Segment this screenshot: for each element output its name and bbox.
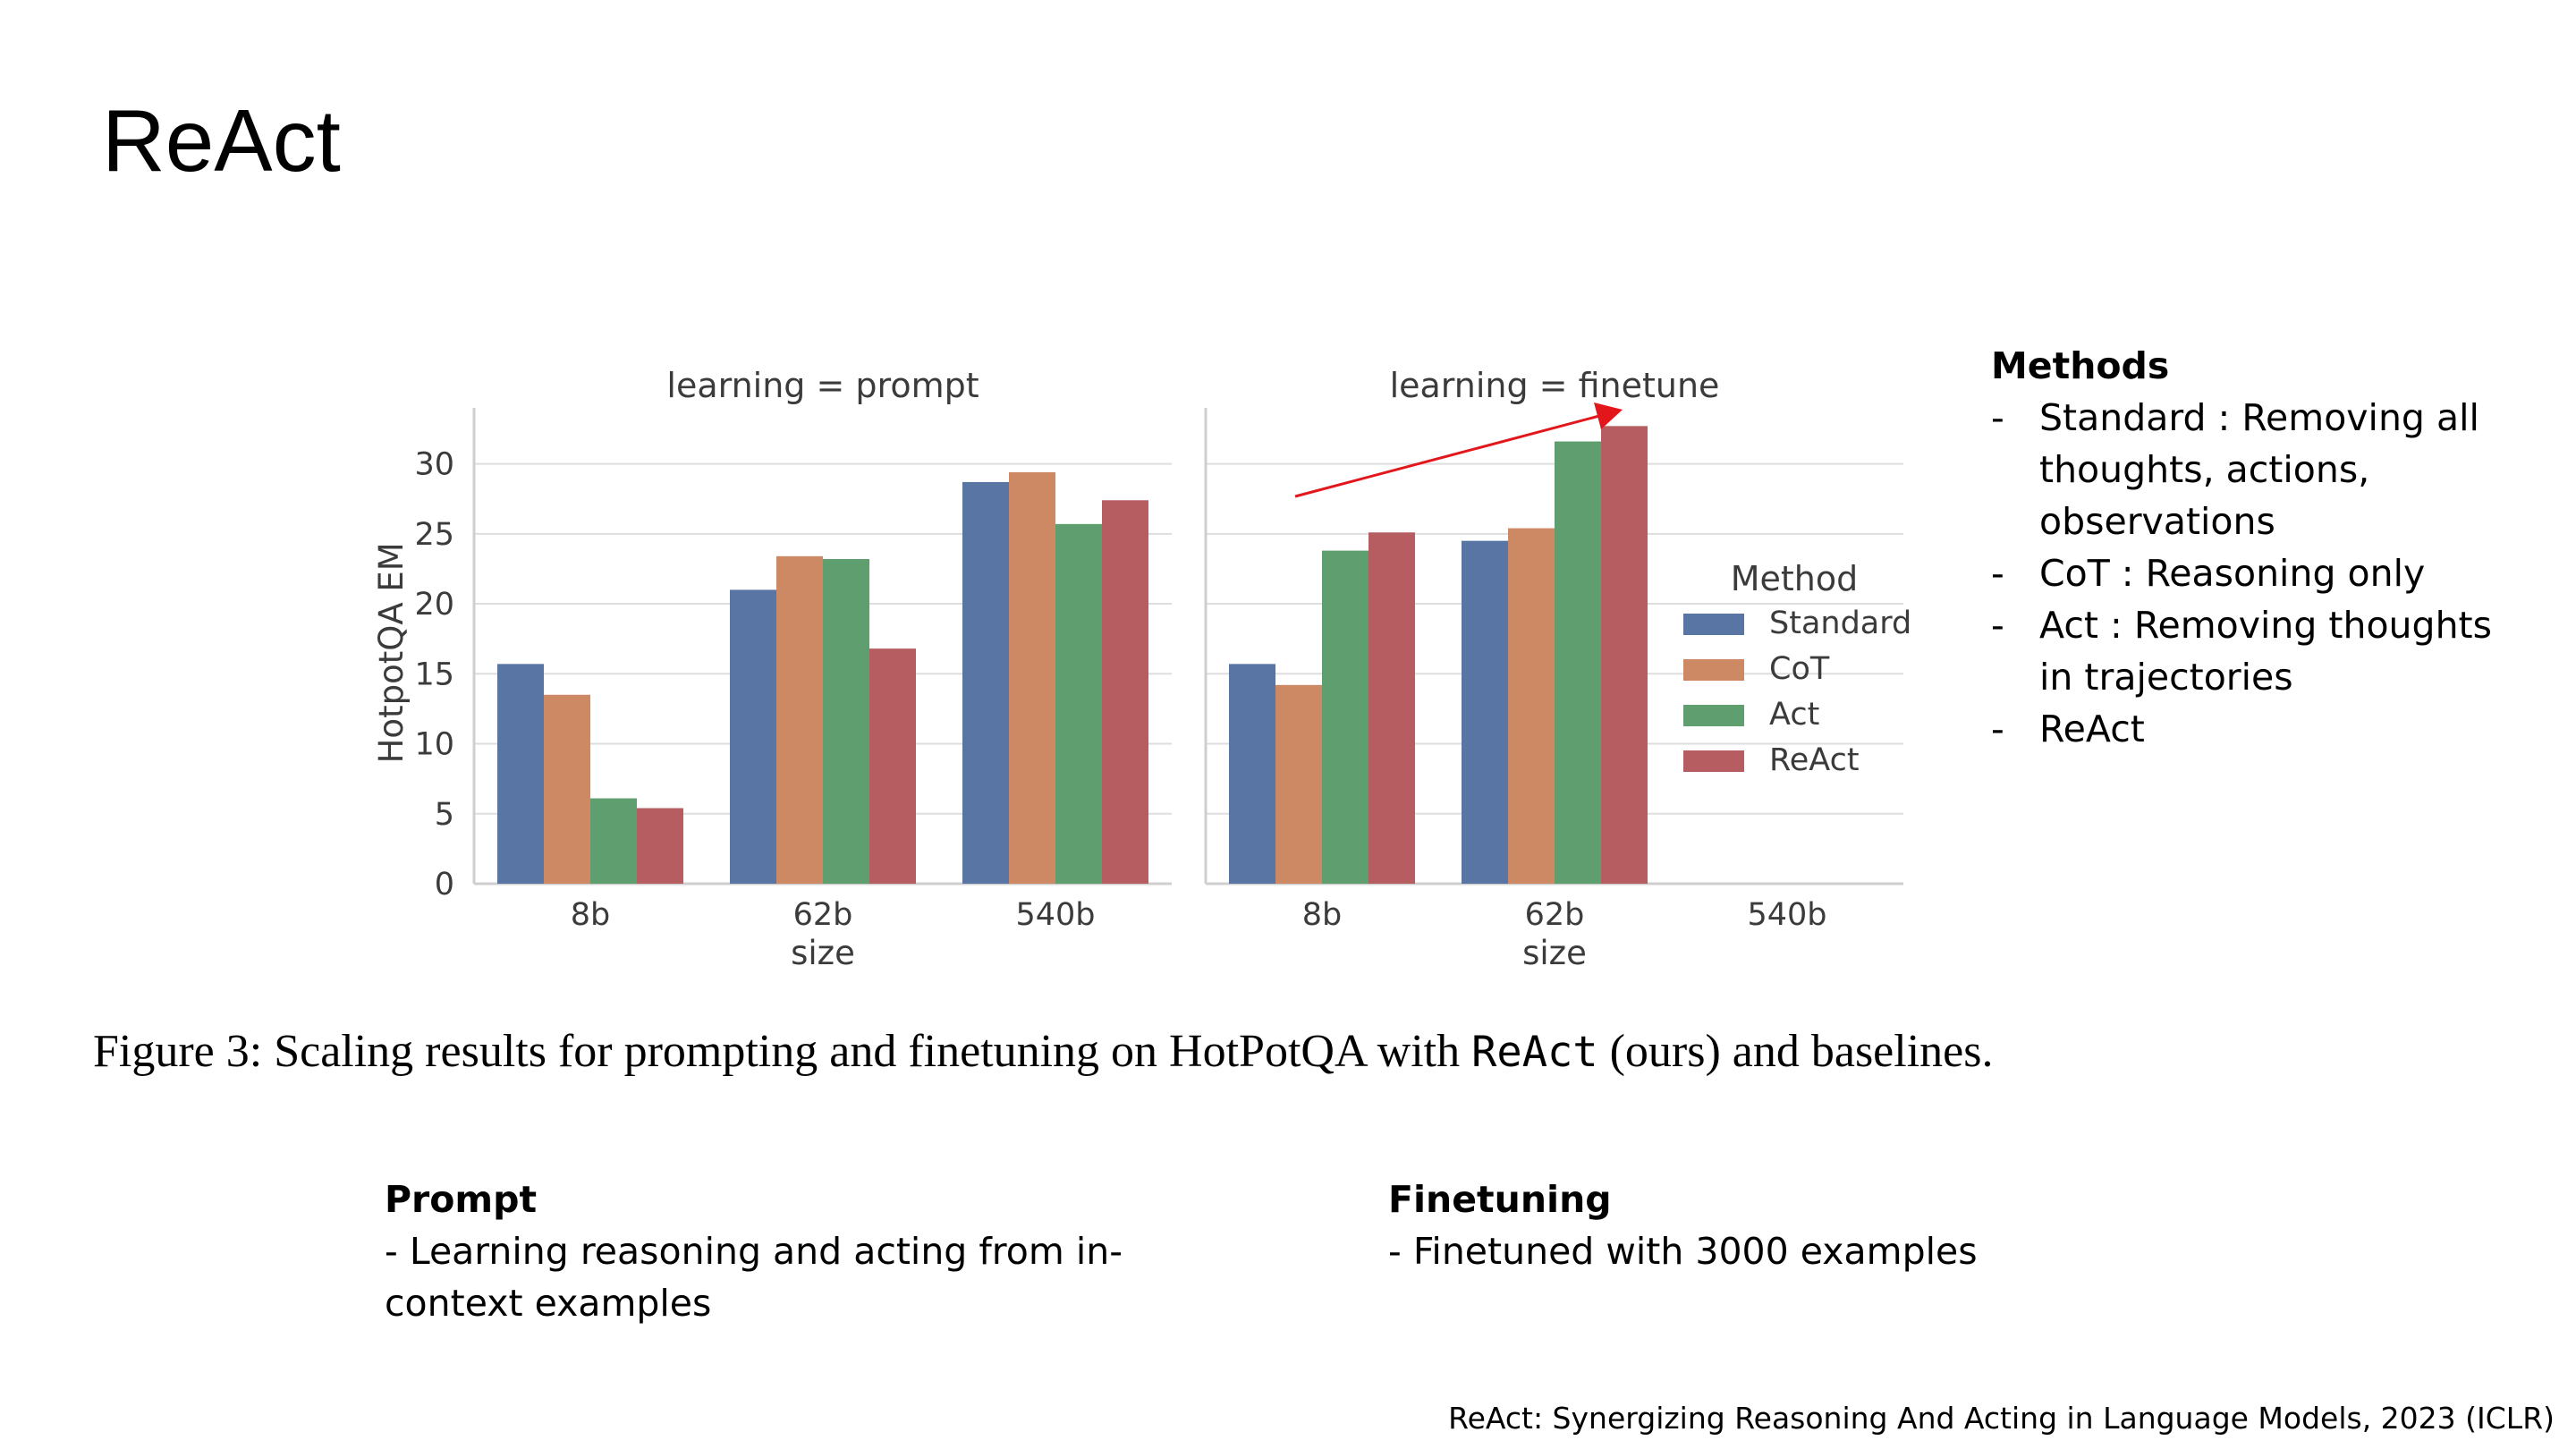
method-item-text: Act : Removing thoughts in trajectories [2039,604,2492,699]
legend-swatch-standard [1683,614,1744,635]
bar-cot [1009,471,1055,884]
y-tick-label: 30 [414,447,454,483]
methods-panel: Methods - Standard : Removing all though… [1991,340,2528,755]
method-item-react: - ReAct [1991,703,2528,755]
bar-standard [962,481,1009,884]
bar-react [1601,426,1648,884]
legend-swatch-act [1683,705,1744,726]
x-axis-label: size [1522,934,1587,972]
method-item-standard: - Standard : Removing all thoughts, acti… [1991,392,2528,547]
bar-cot [776,555,823,884]
finetune-text: - Finetuned with 3000 examples [1388,1230,1978,1273]
bar-act [1055,523,1102,884]
legend-swatch-cot [1683,659,1744,681]
legend-swatch-react [1683,750,1744,772]
finetune-heading: Finetuning [1388,1178,1612,1221]
x-tick-label: 62b [1525,897,1585,933]
method-item-act: - Act : Removing thoughts in trajectorie… [1991,599,2528,703]
bar-cot [1275,684,1322,884]
y-tick-label: 5 [435,797,454,833]
method-item-text: CoT : Reasoning only [2039,552,2426,595]
y-tick-label: 15 [414,657,454,692]
bullet-dash: - [1991,552,2004,595]
x-tick-label: 8b [1302,897,1343,933]
prompt-heading: Prompt [385,1178,538,1221]
legend-label-standard: Standard [1769,606,1911,641]
caption-suffix: (ours) and baselines. [1597,1026,1994,1077]
caption-react-mono: ReAct [1471,1028,1598,1077]
y-tick-label: 10 [414,727,454,763]
y-axis-label: HotpotQA EM [372,542,411,763]
method-item-cot: - CoT : Reasoning only [1991,547,2528,599]
method-item-text: Standard : Removing all thoughts, action… [2039,396,2479,543]
paper-reference: ReAct: Synergizing Reasoning And Acting … [1448,1401,2555,1436]
bar-act [823,558,869,884]
bar-cot [1508,528,1555,884]
bullet-dash: - [1991,396,2004,439]
bar-act [1322,550,1368,884]
legend-label-act: Act [1769,697,1819,733]
prompt-notes: Prompt - Learning reasoning and acting f… [385,1174,1243,1329]
bar-react [869,648,916,884]
bullet-dash: - [1991,604,2004,647]
bar-act [1555,441,1601,884]
y-tick-label: 20 [414,587,454,623]
prompt-text: - Learning reasoning and acting from in-… [385,1230,1123,1325]
bar-react [1102,500,1148,884]
panel-title: learning = finetune [1390,366,1720,405]
panel-title: learning = prompt [666,366,979,405]
bar-standard [1462,540,1508,884]
finetune-notes: Finetuning - Finetuned with 3000 example… [1388,1174,2193,1277]
y-tick-label: 25 [414,517,454,553]
bar-cot [544,694,590,884]
figure-caption: Figure 3: Scaling results for prompting … [93,1025,2508,1078]
bar-standard [1229,664,1275,884]
bar-standard [497,664,544,884]
annotation-arrow-line [1294,414,1600,498]
bar-act [590,798,637,884]
y-tick-label: 0 [435,867,454,902]
legend-label-react: ReAct [1769,742,1860,778]
method-item-text: ReAct [2039,708,2145,750]
bar-react [637,808,683,884]
bullet-dash: - [1991,708,2004,750]
x-axis-label: size [791,934,855,972]
x-tick-label: 540b [1015,897,1095,933]
annotation-arrow-head [1594,402,1623,429]
legend-label-cot: CoT [1769,651,1830,687]
caption-prefix: Figure 3: Scaling results for prompting … [93,1026,1472,1077]
methods-heading: Methods [1991,344,2170,387]
x-tick-label: 8b [571,897,611,933]
x-tick-label: 540b [1747,897,1826,933]
bar-react [1368,532,1415,884]
x-tick-label: 62b [793,897,853,933]
slide-title: ReAct [102,91,341,190]
legend-title: Method [1731,559,1859,598]
bar-standard [730,589,776,884]
